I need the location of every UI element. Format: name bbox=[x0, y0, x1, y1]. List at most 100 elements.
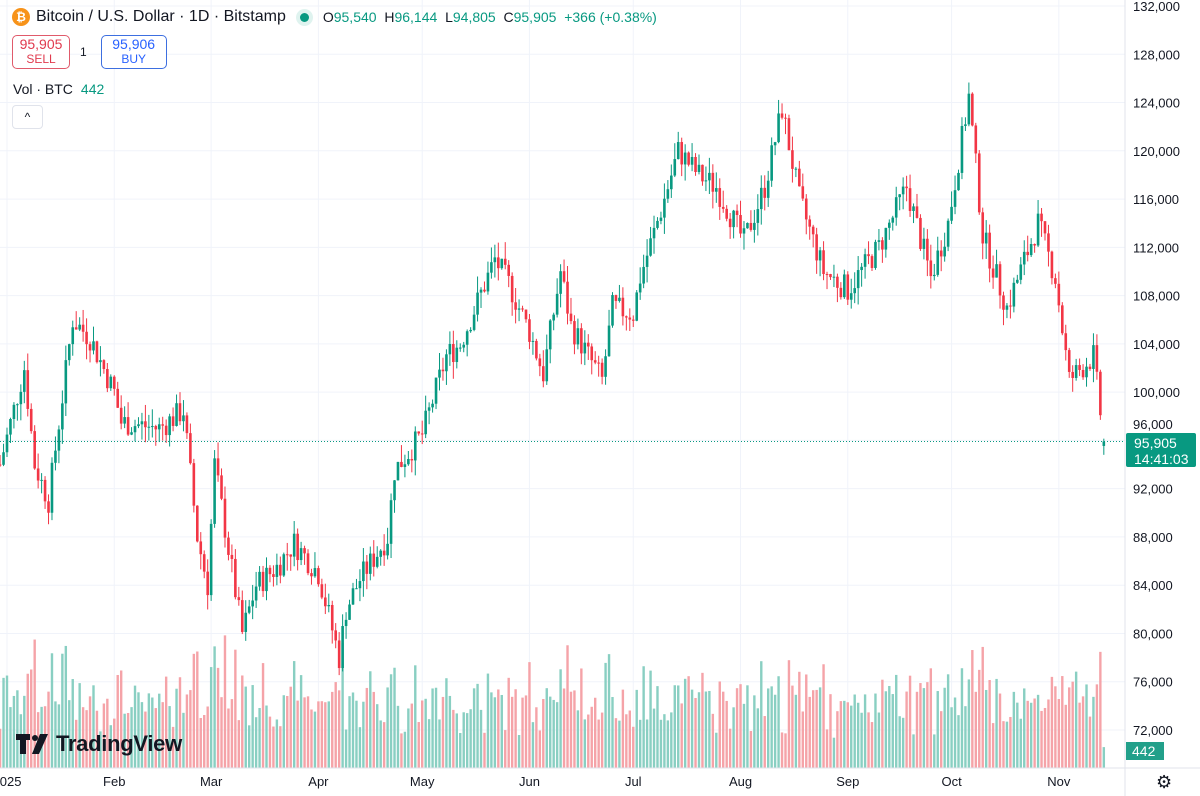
candle-body bbox=[901, 186, 905, 195]
volume-bar bbox=[234, 649, 237, 768]
volume-bar bbox=[268, 716, 272, 768]
candle-body bbox=[811, 226, 815, 235]
volume-bar bbox=[552, 699, 555, 768]
tradingview-logo[interactable]: TradingView bbox=[16, 731, 182, 757]
volume-bar bbox=[722, 691, 725, 768]
volume-bar bbox=[901, 717, 905, 768]
buy-button[interactable]: 95,906 BUY bbox=[100, 35, 167, 69]
volume-bar bbox=[54, 701, 57, 768]
volume-bar bbox=[203, 715, 206, 768]
volume-bar bbox=[434, 687, 438, 768]
candle-body bbox=[365, 561, 369, 574]
volume-bar bbox=[874, 693, 877, 768]
volume-bar bbox=[524, 695, 528, 768]
volume-bar bbox=[178, 677, 182, 768]
collapse-legend-button[interactable]: ^ bbox=[12, 105, 43, 129]
candle-body bbox=[787, 118, 791, 151]
volume-bar bbox=[365, 687, 369, 768]
y-tick-label: 112,000 bbox=[1133, 240, 1179, 255]
volume-bar bbox=[355, 700, 358, 768]
candle-body bbox=[991, 268, 995, 278]
candle-body bbox=[950, 206, 953, 221]
volume-bar bbox=[220, 697, 223, 768]
volume-bar bbox=[690, 689, 694, 768]
volume-bar bbox=[715, 732, 718, 768]
volume-bar bbox=[216, 667, 220, 768]
candle-body bbox=[715, 188, 718, 192]
volume-bar bbox=[344, 729, 348, 768]
volume-bar bbox=[1068, 687, 1071, 768]
sell-button[interactable]: 95,905 SELL bbox=[12, 35, 70, 69]
volume-bar bbox=[185, 694, 189, 768]
candle-body bbox=[659, 217, 663, 221]
candle-body bbox=[5, 434, 9, 453]
candle-body bbox=[275, 564, 279, 577]
volume-bar bbox=[625, 714, 628, 768]
volume-bar bbox=[123, 713, 126, 768]
candle-body bbox=[1074, 365, 1078, 378]
volume-bar bbox=[535, 707, 538, 768]
candle-body bbox=[185, 415, 189, 434]
volume-bar bbox=[68, 700, 71, 768]
candle-body bbox=[593, 360, 597, 363]
candle-body bbox=[586, 342, 590, 347]
candle-body bbox=[818, 250, 822, 261]
candle-body bbox=[71, 327, 75, 345]
candle-body bbox=[1061, 305, 1064, 334]
y-tick-label: 84,000 bbox=[1133, 578, 1173, 593]
candle-body bbox=[303, 548, 306, 554]
volume-bar bbox=[438, 719, 441, 768]
candle-body bbox=[971, 93, 974, 126]
volume-bar bbox=[991, 723, 995, 768]
volume-bar bbox=[71, 679, 74, 768]
candle-body bbox=[189, 433, 192, 464]
volume-bar bbox=[767, 688, 770, 768]
symbol-title[interactable]: Bitcoin / U.S. Dollar · 1D · Bitstamp bbox=[36, 8, 286, 25]
volume-bar bbox=[504, 730, 507, 768]
candle-body bbox=[1054, 278, 1057, 284]
volume-bar bbox=[915, 691, 919, 768]
volume-bar bbox=[517, 735, 521, 768]
volume-bar bbox=[832, 737, 836, 768]
volume-bar bbox=[33, 639, 36, 768]
candle-body bbox=[171, 416, 175, 426]
candle-body bbox=[476, 292, 479, 315]
volume-bar bbox=[912, 734, 915, 768]
volume-bar bbox=[964, 706, 967, 768]
volume-bar bbox=[860, 712, 863, 768]
volume-bar bbox=[507, 677, 510, 768]
volume-bar bbox=[1050, 676, 1054, 768]
candle-body bbox=[292, 533, 296, 557]
y-tick-label: 72,000 bbox=[1133, 723, 1173, 738]
gear-icon[interactable]: ⚙ bbox=[1156, 772, 1173, 792]
volume-bar bbox=[369, 671, 372, 768]
y-tick-label: 108,000 bbox=[1133, 289, 1180, 304]
open-value: 95,540 bbox=[333, 9, 377, 25]
volume-bar bbox=[635, 689, 638, 768]
candle-body bbox=[804, 198, 808, 220]
x-tick-label: Mar bbox=[200, 774, 223, 789]
candle-body bbox=[47, 501, 50, 513]
candle-body bbox=[16, 404, 19, 406]
volume-bar bbox=[583, 719, 587, 768]
candle-body bbox=[856, 270, 860, 289]
volume-value: 442 bbox=[80, 81, 105, 97]
volume-bar bbox=[756, 708, 760, 768]
market-status-icon[interactable] bbox=[299, 12, 309, 22]
candle-body bbox=[358, 581, 362, 589]
symbol-legend: ₿ Bitcoin / U.S. Dollar · 1D · Bitstamp … bbox=[12, 8, 657, 26]
candle-body bbox=[223, 498, 227, 538]
candle-body bbox=[154, 426, 158, 430]
current-price-tag: 95,905 14:41:03 bbox=[1126, 433, 1196, 467]
candle-body bbox=[1064, 333, 1068, 351]
volume-bar bbox=[652, 708, 656, 768]
volume-bar bbox=[1005, 721, 1009, 768]
y-tick-label: 76,000 bbox=[1133, 675, 1173, 690]
volume-bar bbox=[680, 703, 683, 768]
volume-bar bbox=[981, 646, 984, 768]
volume-bar bbox=[1009, 716, 1012, 768]
y-tick-label: 104,000 bbox=[1133, 337, 1180, 352]
volume-bar bbox=[1071, 681, 1074, 768]
volume-bar bbox=[393, 667, 396, 768]
